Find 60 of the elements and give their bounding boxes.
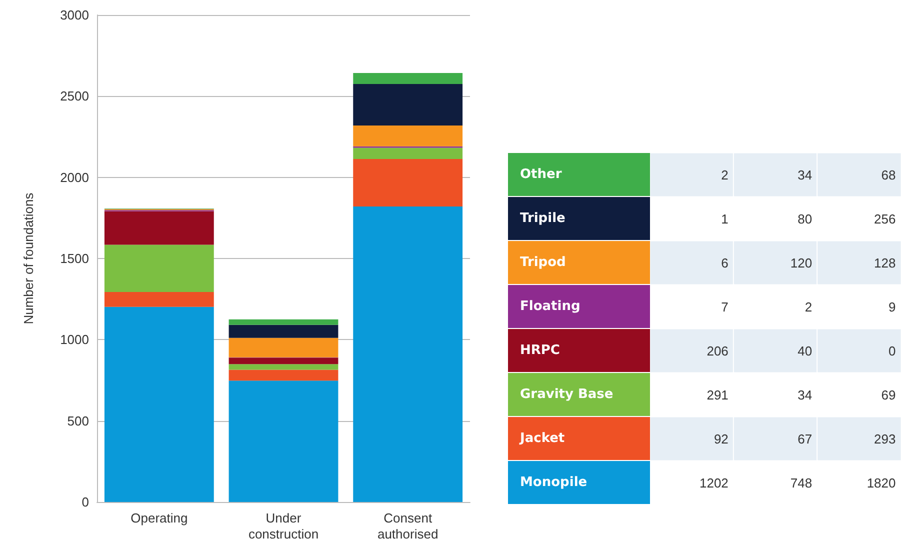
y-tick-label: 500 bbox=[67, 413, 89, 428]
data-label: 1 bbox=[721, 212, 728, 226]
y-tick-label: 3000 bbox=[60, 8, 89, 22]
y-tick-label: 2500 bbox=[60, 88, 89, 104]
text: Jacket bbox=[508, 417, 650, 461]
data-label: 748 bbox=[790, 476, 812, 490]
data-label: 34 bbox=[798, 388, 812, 402]
y-tick-label: 0 bbox=[82, 494, 89, 510]
bar bbox=[228, 319, 338, 325]
y-tick-label: 1500 bbox=[60, 251, 89, 266]
x-tick-label: Operating bbox=[130, 510, 188, 526]
bar bbox=[228, 358, 338, 364]
bar bbox=[228, 380, 338, 502]
data-label: 206 bbox=[706, 344, 728, 358]
data-label: 293 bbox=[874, 432, 896, 446]
data-label: 69 bbox=[881, 388, 896, 402]
data-label: 68 bbox=[881, 168, 896, 182]
data-label: 34 bbox=[798, 168, 812, 182]
x-tick-label: Consent authorised bbox=[377, 510, 438, 542]
data-label: 67 bbox=[798, 432, 812, 446]
bar bbox=[353, 84, 463, 126]
bar bbox=[353, 148, 463, 159]
data-label: 256 bbox=[874, 212, 896, 226]
text: Tripod bbox=[508, 241, 650, 285]
bar bbox=[104, 211, 214, 245]
text: Gravity Base bbox=[508, 373, 650, 417]
data-label: 2 bbox=[804, 300, 812, 314]
bar bbox=[353, 72, 463, 84]
data-label: 1820 bbox=[866, 476, 896, 490]
y-tick-label: 2000 bbox=[60, 170, 89, 185]
text: Other bbox=[508, 153, 650, 197]
data-label: 40 bbox=[798, 344, 812, 358]
data-label: 0 bbox=[888, 344, 896, 358]
x-tick-label: Under construction bbox=[248, 510, 319, 542]
y-tick-label: 1000 bbox=[60, 332, 89, 348]
data-label: 9 bbox=[888, 300, 896, 314]
data-label: 7 bbox=[721, 300, 728, 314]
data-label: 128 bbox=[874, 256, 896, 270]
data-label: 2 bbox=[721, 168, 728, 182]
bar bbox=[228, 364, 338, 370]
bar bbox=[104, 292, 214, 307]
bar bbox=[228, 324, 338, 338]
bar bbox=[228, 338, 338, 358]
bar bbox=[353, 126, 463, 146]
data-label: 120 bbox=[790, 256, 812, 270]
bar bbox=[353, 158, 463, 207]
bar bbox=[228, 370, 338, 381]
data-label: 291 bbox=[706, 388, 728, 402]
text: Monopile bbox=[508, 461, 650, 505]
text: Floating bbox=[508, 285, 650, 329]
data-label: 1202 bbox=[699, 476, 728, 490]
bar bbox=[353, 206, 463, 502]
data-label: 80 bbox=[798, 212, 812, 226]
bar bbox=[104, 306, 214, 502]
text: Tripile bbox=[508, 197, 650, 241]
data-label: 6 bbox=[721, 256, 728, 270]
bar bbox=[104, 244, 214, 292]
text: HRPC bbox=[508, 329, 650, 373]
y-axis-title: Number of foundations bbox=[21, 192, 36, 324]
data-label: 92 bbox=[714, 432, 728, 446]
